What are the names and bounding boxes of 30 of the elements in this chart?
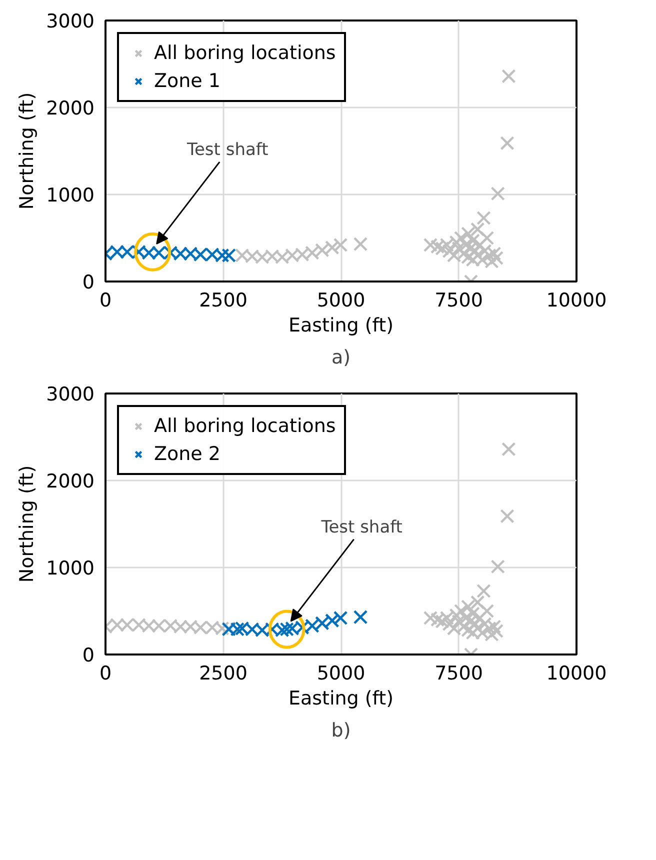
y-tick-label: 1000	[46, 558, 95, 580]
x-tick-label: 10000	[546, 290, 607, 312]
x-tick-label: 5000	[316, 662, 366, 684]
y-tick-label: 0	[82, 644, 95, 666]
y-axis-title: Northing (ft)	[16, 465, 38, 583]
text: b)	[331, 720, 351, 742]
text: a)	[331, 346, 351, 368]
x-axis-title: Easting (ft)	[288, 314, 394, 336]
x-axis-title: Easting (ft)	[288, 688, 394, 710]
x-tick-label: 7500	[434, 662, 483, 684]
x-tick-label: 10000	[546, 662, 607, 684]
y-tick-label: 0	[82, 272, 95, 294]
annotation: Test shaft	[320, 517, 403, 538]
x-tick-label: 0	[99, 290, 112, 312]
annotation: Test shaft	[186, 140, 269, 160]
y-tick-label: 2000	[46, 98, 95, 120]
x-tick-label: 2500	[199, 662, 248, 684]
x-tick-label: 0	[99, 662, 112, 684]
legend-label: All boring locations	[154, 42, 336, 64]
y-tick-label: 2000	[46, 470, 95, 492]
legend-label: Zone 1	[154, 70, 220, 92]
y-tick-label: 3000	[46, 10, 95, 32]
legend-label: Zone 2	[154, 443, 220, 465]
y-tick-label: 1000	[46, 184, 95, 206]
y-axis-title: Northing (ft)	[16, 92, 38, 210]
x-tick-label: 7500	[434, 290, 483, 312]
y-tick-label: 3000	[46, 384, 95, 406]
legend-label: All boring locations	[154, 415, 336, 437]
x-tick-label: 5000	[316, 290, 366, 312]
x-tick-label: 2500	[199, 290, 248, 312]
